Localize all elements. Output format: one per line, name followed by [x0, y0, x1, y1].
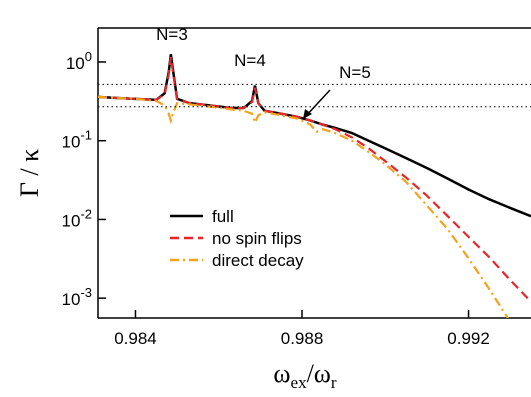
y-tick-exponent: 0 — [85, 49, 92, 64]
legend-label: direct decay — [212, 251, 304, 270]
y-tick-exponent: -1 — [80, 128, 92, 143]
x-tick-label: 0.992 — [447, 329, 490, 348]
x-axis-label-subscript: r — [331, 373, 337, 392]
x-axis-label-part: /ω — [307, 359, 331, 388]
y-tick-base: 10 — [62, 133, 81, 152]
legend-label: full — [212, 207, 234, 226]
y-tick-base: 10 — [62, 290, 81, 309]
annotation: N=5 — [339, 63, 371, 82]
x-axis-label-part: ω — [273, 359, 290, 388]
x-axis-label: ωex/ωr — [273, 359, 337, 392]
y-tick-exponent: -3 — [80, 285, 92, 300]
annotation-arrowhead — [303, 109, 312, 119]
y-tick-base: 10 — [62, 211, 81, 230]
y-tick-exponent: -2 — [80, 206, 92, 221]
annotation: N=3 — [156, 25, 188, 44]
y-tick-label: 10-2 — [62, 206, 92, 230]
y-tick-base: 10 — [66, 54, 85, 73]
annotation: N=4 — [234, 51, 266, 70]
y-tick-label: 100 — [66, 49, 92, 73]
y-tick-label: 10-3 — [62, 285, 92, 309]
x-axis-label-subscript: ex — [291, 373, 308, 392]
plot-area — [98, 54, 531, 318]
series-line — [98, 95, 510, 318]
x-tick-label: 0.988 — [281, 329, 324, 348]
series-line — [98, 54, 531, 218]
y-tick-label: 10-1 — [62, 128, 92, 152]
series-line — [98, 57, 531, 303]
x-tick-label: 0.984 — [114, 329, 157, 348]
y-axis-label: Γ / κ — [15, 149, 44, 197]
legend-label: no spin flips — [212, 229, 302, 248]
